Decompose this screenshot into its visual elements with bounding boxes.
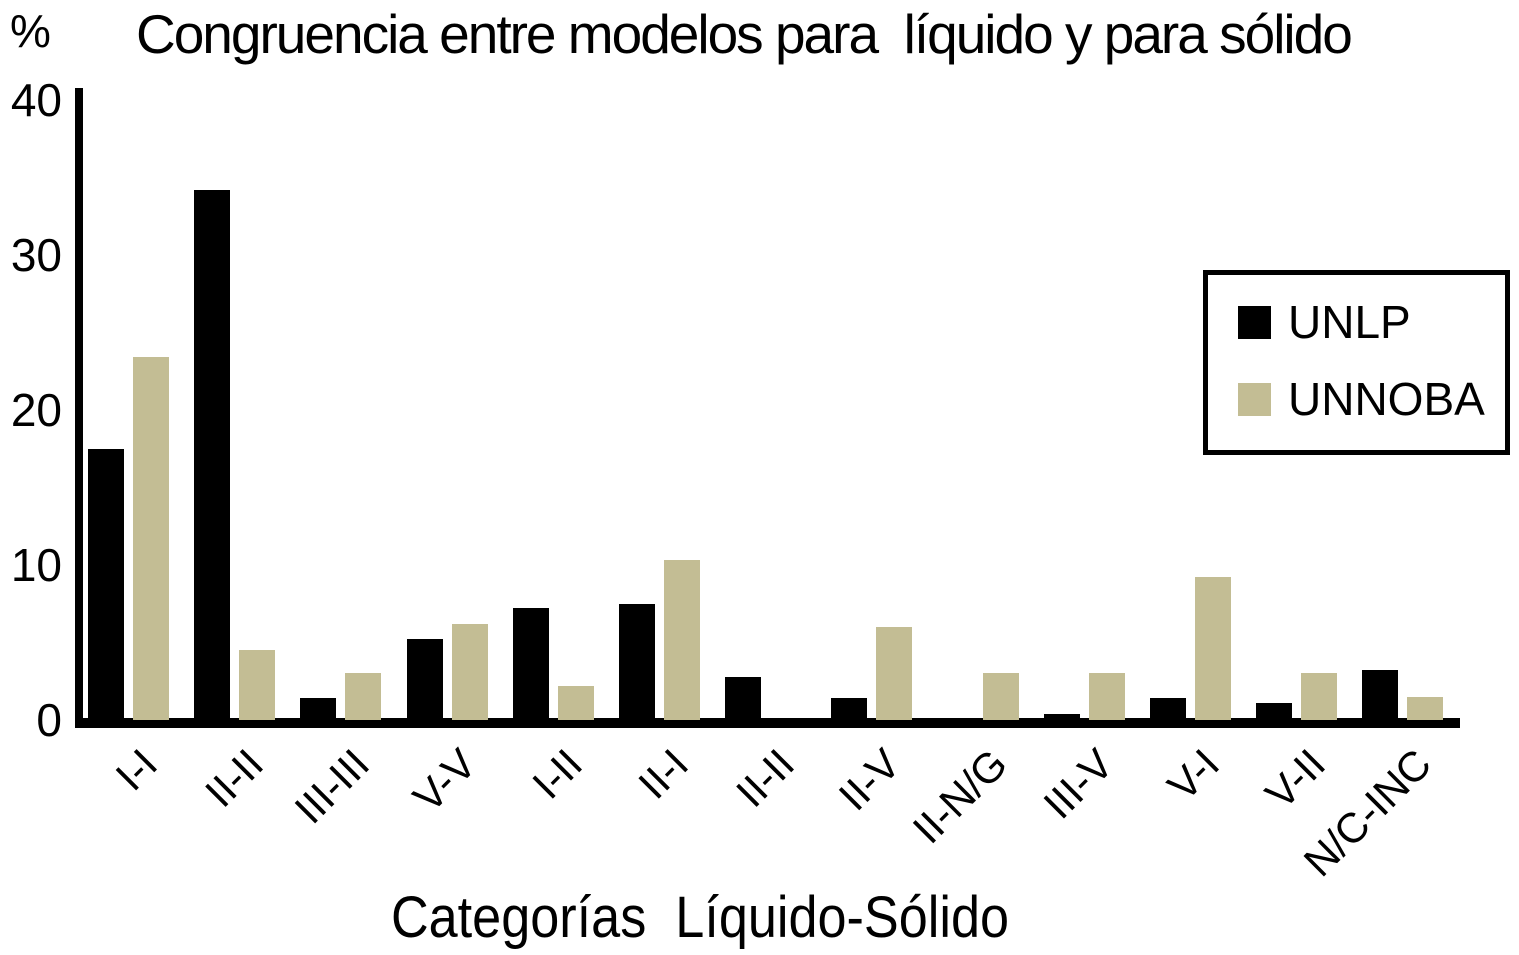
y-tick-label-0: 0 <box>36 694 62 746</box>
bar-UNLP-II-II <box>725 677 761 720</box>
bar-UNNOBA-II-I <box>664 560 700 720</box>
bar-UNNOBA-V-V <box>452 624 488 720</box>
bar-UNNOBA-I-II <box>558 686 594 720</box>
legend-item-unlp: UNLP <box>1238 293 1497 351</box>
chart-title: Congruencia entre modelos para líquido y… <box>136 3 1353 65</box>
legend-item-unnoba: UNNOBA <box>1238 370 1497 428</box>
bar-UNLP-II-I <box>619 604 655 720</box>
bar-UNLP-V-V <box>407 639 443 720</box>
legend-label-unlp: UNLP <box>1288 296 1411 348</box>
x-axis-line <box>75 718 1460 728</box>
bar-UNLP-I-II <box>513 608 549 720</box>
bar-UNNOBA-II-V <box>876 627 912 720</box>
bar-UNLP-N/C-INC <box>1362 670 1398 720</box>
legend-swatch-unnoba <box>1238 382 1271 416</box>
bar-UNLP-III-III <box>300 698 336 720</box>
bar-UNNOBA-II-N/G <box>983 673 1019 720</box>
bar-UNNOBA-V-I <box>1195 577 1231 720</box>
bar-UNNOBA-V-II <box>1301 673 1337 720</box>
bar-UNLP-I-I <box>88 449 124 720</box>
bar-UNNOBA-N/C-INC <box>1407 697 1443 720</box>
legend-box: UNLP UNNOBA <box>1203 270 1510 455</box>
y-axis-line <box>75 88 83 728</box>
bar-UNNOBA-II-II <box>239 650 275 720</box>
legend-swatch-unlp <box>1238 305 1271 339</box>
bar-UNNOBA-III-V <box>1089 673 1125 720</box>
bar-UNLP-V-II <box>1256 703 1292 720</box>
x-axis-title: Categorías Líquido-Sólido <box>390 885 1010 950</box>
bar-UNLP-II-II <box>194 190 230 720</box>
bar-UNNOBA-III-III <box>345 673 381 720</box>
bar-UNLP-V-I <box>1150 698 1186 720</box>
y-axis-unit-label: % <box>10 5 51 57</box>
legend-label-unnoba: UNNOBA <box>1288 373 1485 425</box>
y-tick-label-30: 30 <box>10 229 62 281</box>
bar-UNNOBA-I-I <box>133 357 169 720</box>
y-tick-label-10: 10 <box>10 539 62 591</box>
y-tick-label-20: 20 <box>10 384 62 436</box>
bar-UNLP-II-V <box>831 698 867 720</box>
bar-UNLP-III-V <box>1044 714 1080 720</box>
y-tick-label-40: 40 <box>10 74 62 126</box>
